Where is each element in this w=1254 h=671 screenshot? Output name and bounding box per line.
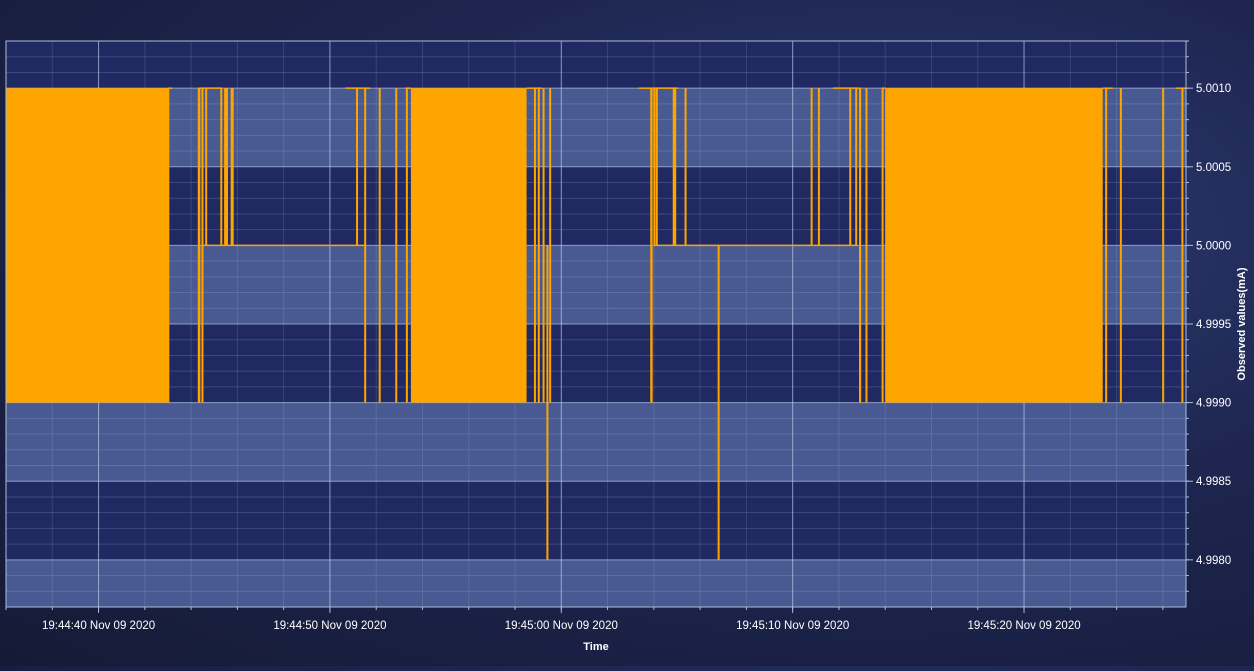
x-tick-label: 19:45:20 Nov 09 2020 — [967, 620, 1080, 632]
series-dense-block — [885, 88, 1102, 402]
x-tick-label: 19:44:40 Nov 09 2020 — [42, 620, 155, 632]
y-tick-label: 4.9995 — [1196, 319, 1231, 331]
y-tick-label: 5.0010 — [1196, 83, 1231, 95]
band-dark — [6, 481, 1186, 560]
y-tick-label: 5.0000 — [1196, 240, 1231, 252]
y-tick-label: 4.9980 — [1196, 555, 1231, 567]
x-tick-label: 19:45:00 Nov 09 2020 — [505, 620, 618, 632]
band-light — [6, 403, 1186, 482]
x-tick-label: 19:44:50 Nov 09 2020 — [273, 620, 386, 632]
band-light — [6, 560, 1186, 607]
y-axis-label: Observed values(mA) — [1236, 267, 1248, 380]
series-dense-block — [6, 88, 168, 402]
y-tick-label: 5.0005 — [1196, 162, 1231, 174]
band-dark — [6, 41, 1186, 88]
y-tick-label: 4.9985 — [1196, 476, 1231, 488]
y-tick-label: 4.9990 — [1196, 398, 1231, 410]
x-tick-label: 19:45:10 Nov 09 2020 — [736, 620, 849, 632]
series-dense-block — [411, 88, 527, 402]
x-axis-ticks: 19:44:40 Nov 09 2020 19:44:50 Nov 09 2020… — [6, 607, 1163, 632]
y-axis-ticks: 4.9980 4.9985 4.9990 4.9995 5.0000 5.0005 5.00… — [1186, 41, 1231, 591]
x-axis-label: Time — [583, 641, 608, 653]
